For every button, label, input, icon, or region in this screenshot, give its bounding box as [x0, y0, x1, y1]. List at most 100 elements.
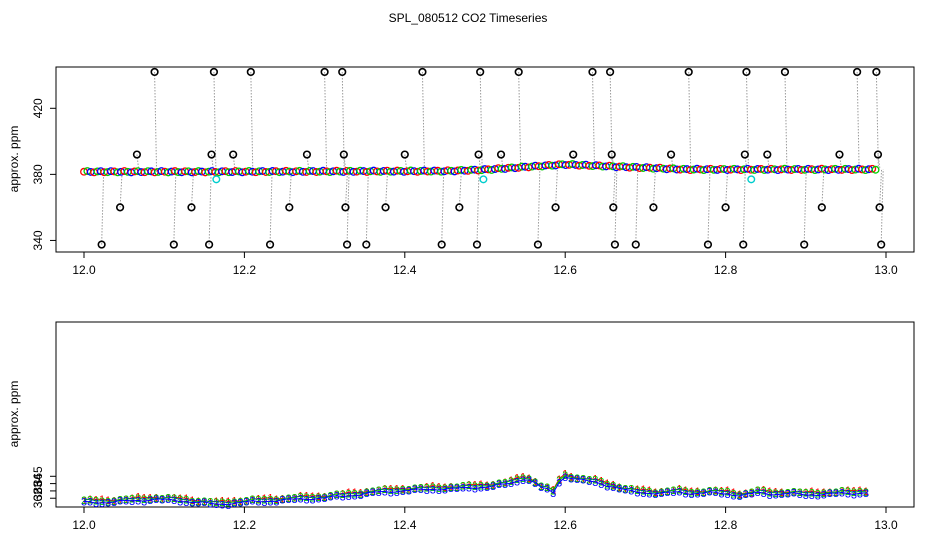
x-tick-label: 13.0	[874, 263, 898, 277]
series-1-marker: 1	[670, 485, 676, 497]
series-2-marker: 2	[688, 487, 694, 499]
series-3-marker: 3	[105, 498, 111, 510]
outlier-point	[569, 150, 578, 159]
series-2-marker: 2	[755, 485, 761, 497]
series-3-marker: 3	[442, 484, 448, 496]
outlier-point	[649, 203, 658, 212]
outlier-spike	[385, 171, 389, 208]
series-3-marker: 3	[328, 491, 334, 503]
series-2-marker: 2	[815, 489, 821, 501]
series-2-marker: 2	[562, 470, 568, 482]
figure-title: SPL_080512 CO2 Timeseries	[389, 11, 548, 25]
series-3-marker: 3	[93, 498, 99, 510]
series-1-marker: 1	[376, 485, 382, 497]
series-1-marker: 1	[502, 477, 508, 489]
outlier-point	[873, 150, 883, 159]
series-2-marker: 2	[165, 492, 171, 504]
series-2-marker: 2	[376, 485, 382, 497]
series-3-marker: 3	[237, 497, 243, 509]
series-3-marker: 3	[586, 476, 592, 488]
series-2-marker: 2	[472, 481, 478, 493]
outlier-point	[875, 203, 884, 212]
outlier-spike	[742, 169, 746, 245]
outlier-spike	[612, 166, 616, 208]
x-tick-label: 12.4	[393, 518, 417, 532]
outlier-spike	[154, 71, 158, 172]
series-3-marker: 3	[310, 495, 316, 507]
outlier-point	[817, 203, 826, 212]
series-2-marker: 2	[634, 485, 640, 497]
outlier-point	[246, 67, 255, 77]
x-tick-label: 12.6	[554, 263, 578, 277]
outlier-spike	[101, 171, 105, 245]
series-3-marker: 3	[658, 488, 664, 500]
outlier-point	[610, 240, 620, 249]
outlier-point	[740, 150, 749, 159]
series-3-marker: 3	[267, 496, 273, 508]
series-3-marker: 3	[743, 489, 749, 501]
series-3-marker: 3	[400, 486, 406, 498]
bottom-y-axis-label: approx. ppm	[7, 381, 21, 448]
series-3-marker: 3	[725, 489, 731, 501]
cyan-point	[747, 175, 756, 184]
series-2-marker: 2	[520, 473, 526, 485]
series-3-marker: 3	[141, 496, 147, 508]
series-2-marker: 2	[310, 493, 316, 505]
series-3-marker: 3	[526, 475, 532, 487]
outlier-spike	[875, 71, 879, 170]
series-3-marker: 3	[436, 485, 442, 497]
series-3-marker: 3	[484, 482, 490, 494]
x-tick-label: 12.0	[72, 263, 96, 277]
series-3-marker: 3	[502, 479, 508, 491]
series-3-marker: 3	[285, 494, 291, 506]
outlier-point	[342, 240, 352, 249]
outlier-point	[169, 240, 178, 249]
series-2-marker: 2	[646, 487, 652, 499]
series-2-marker: 2	[809, 488, 815, 500]
x-tick-label: 12.2	[233, 263, 257, 277]
outlier-spike	[821, 169, 825, 208]
series-1-marker: 1	[99, 494, 105, 506]
outlier-spike	[591, 71, 595, 166]
series-3-marker: 3	[322, 493, 328, 505]
series-3-marker: 3	[81, 496, 87, 508]
cyan-point	[479, 175, 488, 184]
series-2-marker: 2	[183, 495, 189, 507]
series-3-marker: 3	[460, 482, 466, 494]
series-2-marker: 2	[249, 494, 255, 506]
series-2-marker: 2	[682, 486, 688, 498]
y-tick-label: 380	[31, 164, 45, 184]
outlier-point	[474, 150, 483, 159]
outlier-point	[514, 67, 523, 77]
outlier-point	[229, 150, 238, 159]
series-3-marker: 3	[177, 497, 183, 509]
outlier-point	[476, 67, 485, 77]
series-2-marker: 2	[303, 492, 309, 504]
outlier-point	[606, 67, 615, 77]
series-3-marker: 3	[412, 484, 418, 496]
series-1-marker: 1	[183, 493, 189, 505]
series-3-marker: 3	[388, 488, 394, 500]
series-2-marker: 2	[604, 480, 610, 492]
series-2-marker: 2	[676, 484, 682, 496]
series-3-marker: 3	[664, 487, 670, 499]
top-x-axis: 12.0 12.2 12.4 12.6 12.8 13.0	[72, 252, 898, 277]
outlier-point	[341, 203, 350, 212]
series-3-marker: 3	[863, 488, 869, 500]
series-2-marker: 2	[436, 483, 442, 495]
series-3-marker: 3	[430, 484, 436, 496]
series-3-marker: 3	[171, 495, 177, 507]
series-2-marker: 2	[725, 487, 731, 499]
series-2-marker: 2	[628, 484, 634, 496]
series-3-marker: 3	[580, 474, 586, 486]
outlier-point	[455, 203, 464, 212]
series-1-marker: 1	[460, 481, 466, 493]
series-3-marker: 3	[857, 488, 863, 500]
series-2-marker: 2	[261, 494, 267, 506]
series-3-marker: 3	[622, 484, 628, 496]
outlier-point	[418, 67, 427, 77]
series-3-marker: 3	[628, 485, 634, 497]
series-2-marker: 2	[508, 476, 514, 488]
series-2-line	[83, 474, 867, 504]
series-3-marker: 3	[845, 488, 851, 500]
